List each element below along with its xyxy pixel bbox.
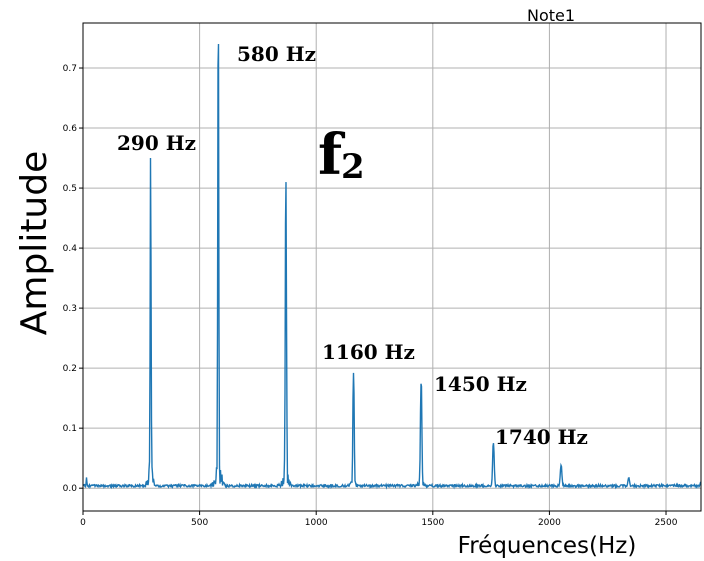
- annotation-580hz: 580 Hz: [237, 42, 316, 66]
- y-tick-label: 0.3: [63, 304, 77, 314]
- x-tick-label: 500: [191, 518, 208, 528]
- x-tick-label: 2500: [655, 518, 678, 528]
- annotation-1740hz: 1740 Hz: [495, 425, 588, 449]
- x-tick-label: 1500: [421, 518, 444, 528]
- annotation-290hz: 290 Hz: [117, 131, 196, 155]
- y-tick-label: 0.4: [63, 244, 78, 254]
- plot-frame: [82, 22, 702, 512]
- f2-label: f 2: [318, 122, 365, 188]
- y-tick-label: 0.1: [63, 424, 77, 434]
- x-axis-ticks: 0 500 1000 1500 2000 2500: [80, 511, 678, 528]
- f2-subscript: 2: [341, 147, 365, 187]
- y-gridlines: [83, 67, 701, 489]
- y-tick-label: 0.2: [63, 364, 77, 374]
- x-tick-label: 0: [80, 518, 86, 528]
- x-tick-label: 2000: [538, 518, 561, 528]
- annotation-1160hz: 1160 Hz: [322, 340, 415, 364]
- y-axis-ticks: 0.0 0.1 0.2 0.3 0.4 0.5 0.6 0.7: [63, 64, 83, 494]
- y-tick-label: 0.7: [63, 64, 77, 74]
- y-tick-label: 0.6: [63, 124, 78, 134]
- y-axis-label: Amplitude: [14, 151, 55, 335]
- f2-main: f: [318, 122, 346, 188]
- x-tick-label: 1000: [305, 518, 328, 528]
- y-tick-label: 0.0: [63, 484, 78, 494]
- y-tick-label: 0.5: [63, 184, 77, 194]
- x-axis-label: Fréquences(Hz): [458, 533, 637, 559]
- annotation-1450hz: 1450 Hz: [434, 372, 527, 396]
- chart-title: Note1: [527, 6, 575, 25]
- spectrum-line: [82, 43, 702, 490]
